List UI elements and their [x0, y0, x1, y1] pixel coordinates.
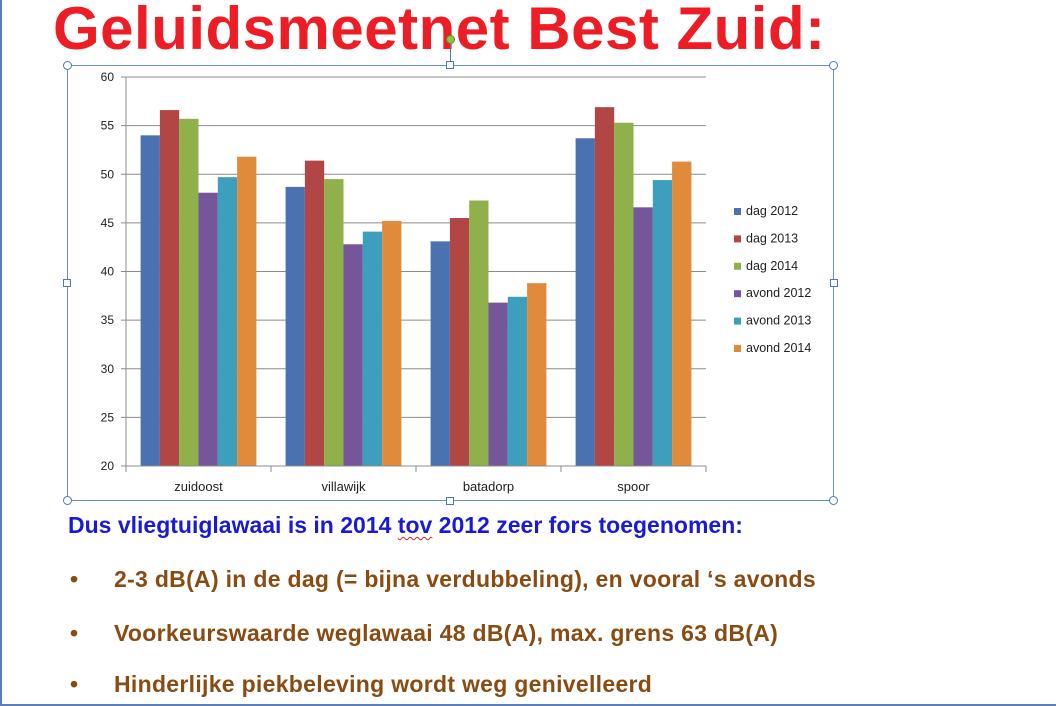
bullet-item-1: • 2-3 dB(A) in de dag (= bijna verdubbeli… [70, 566, 816, 593]
bullet-text: Hinderlijke piekbeleving wordt weg geniv… [114, 671, 653, 697]
bar-avond-2012-spoor [633, 207, 653, 466]
slide-bottom-edge [0, 704, 1056, 706]
bullet-text: Voorkeurswaarde weglawaai 48 dB(A), max.… [114, 620, 779, 646]
bar-avond-2012-zuidoost [198, 192, 218, 467]
bar-dag-2012-batadorp [430, 241, 450, 466]
y-axis-ticks: 20 25 30 35 40 45 50 55 60 [101, 70, 126, 473]
bar-dag-2013-zuidoost [159, 110, 180, 466]
bar-avond-2012-villawijk [343, 244, 363, 466]
bullet-dot-icon: • [70, 671, 79, 697]
bullet-item-2: • Voorkeurswaarde weglawaai 48 dB(A), max… [70, 620, 778, 647]
legend-swatch [734, 317, 741, 325]
resize-handle-left[interactable] [63, 279, 71, 287]
summary-part-2-spellcheck: tov [397, 512, 433, 538]
bars [140, 107, 692, 467]
bar-dag-2014-spoor [614, 122, 634, 467]
bar-avond-2014-spoor [672, 161, 692, 467]
resize-handle-bottom-left[interactable] [63, 496, 72, 505]
legend-swatch [734, 235, 741, 243]
bar-dag-2014-batadorp [469, 200, 489, 466]
legend-label: dag 2013 [746, 231, 798, 245]
x-tick-label: zuidoost [174, 479, 223, 494]
legend-swatch [734, 345, 741, 352]
slide-left-edge [0, 0, 2, 706]
y-tick-label: 45 [101, 216, 115, 230]
y-tick-label: 50 [101, 167, 115, 181]
legend-label: avond 2014 [746, 341, 811, 355]
legend: dag 2012 dag 2013 dag 2014 avond 2012 avond … [734, 204, 811, 355]
bar-dag-2014-zuidoost [179, 118, 199, 466]
legend-label: dag 2012 [746, 204, 798, 218]
bar-avond-2014-villawijk [382, 220, 402, 466]
legend-label: avond 2012 [746, 286, 811, 300]
x-tick-label: batadorp [463, 479, 514, 494]
bullet-item-3: • Hinderlijke piekbeleving wordt weg geni… [70, 671, 652, 698]
bar-dag-2012-zuidoost [140, 135, 160, 466]
summary-text: Dus vliegtuiglawaai is in 2014 tov 2012 … [68, 512, 743, 539]
bullet-dot-icon: • [70, 566, 79, 592]
summary-part-3: 2012 zeer fors toegenomen: [432, 512, 743, 538]
bar-avond-2013-batadorp [507, 296, 528, 466]
resize-handle-top-left[interactable] [63, 61, 72, 70]
resize-handle-bottom-right[interactable] [829, 496, 838, 505]
x-axis-labels: zuidoost villawijk batadorp spoor [125, 466, 707, 494]
y-tick-label: 55 [101, 119, 115, 133]
legend-swatch [734, 262, 741, 270]
bar-dag-2012-villawijk [285, 186, 305, 466]
resize-handle-right[interactable] [830, 279, 838, 287]
bar-avond-2013-villawijk [362, 231, 383, 466]
y-tick-label: 40 [101, 265, 115, 279]
x-tick-label: villawijk [321, 479, 366, 494]
resize-handle-bottom[interactable] [446, 497, 454, 505]
bar-dag-2012-spoor [575, 138, 595, 466]
bar-dag-2013-spoor [594, 107, 615, 467]
rotate-handle-stem [450, 44, 451, 62]
summary-part-1: Dus vliegtuiglawaai is in 2014 [68, 512, 398, 538]
bar-avond-2014-zuidoost [237, 156, 257, 466]
x-tick-label: spoor [617, 479, 650, 494]
legend-label: dag 2014 [746, 259, 798, 273]
y-tick-label: 60 [101, 70, 115, 84]
bar-avond-2013-zuidoost [217, 177, 238, 467]
bar-avond-2012-batadorp [488, 302, 508, 466]
bar-avond-2014-batadorp [527, 283, 547, 466]
y-tick-label: 35 [101, 313, 115, 327]
resize-handle-top-right[interactable] [829, 61, 838, 70]
slide-title: Geluidsmeetnet Best Zuid: [53, 0, 826, 62]
bar-dag-2013-villawijk [304, 160, 325, 466]
bar-dag-2013-batadorp [449, 218, 470, 466]
legend-label: avond 2013 [746, 314, 811, 328]
legend-swatch [734, 208, 741, 215]
bar-dag-2014-villawijk [324, 179, 344, 467]
y-tick-label: 25 [101, 410, 115, 424]
y-tick-label: 20 [101, 459, 115, 473]
bullet-dot-icon: • [70, 620, 79, 646]
y-tick-label: 30 [101, 362, 115, 376]
legend-swatch [734, 290, 741, 298]
rotate-handle[interactable] [446, 35, 455, 44]
resize-handle-top[interactable] [446, 61, 454, 69]
bar-avond-2013-spoor [652, 180, 673, 466]
bullet-text: 2-3 dB(A) in de dag (= bijna verdubbelin… [114, 566, 816, 592]
